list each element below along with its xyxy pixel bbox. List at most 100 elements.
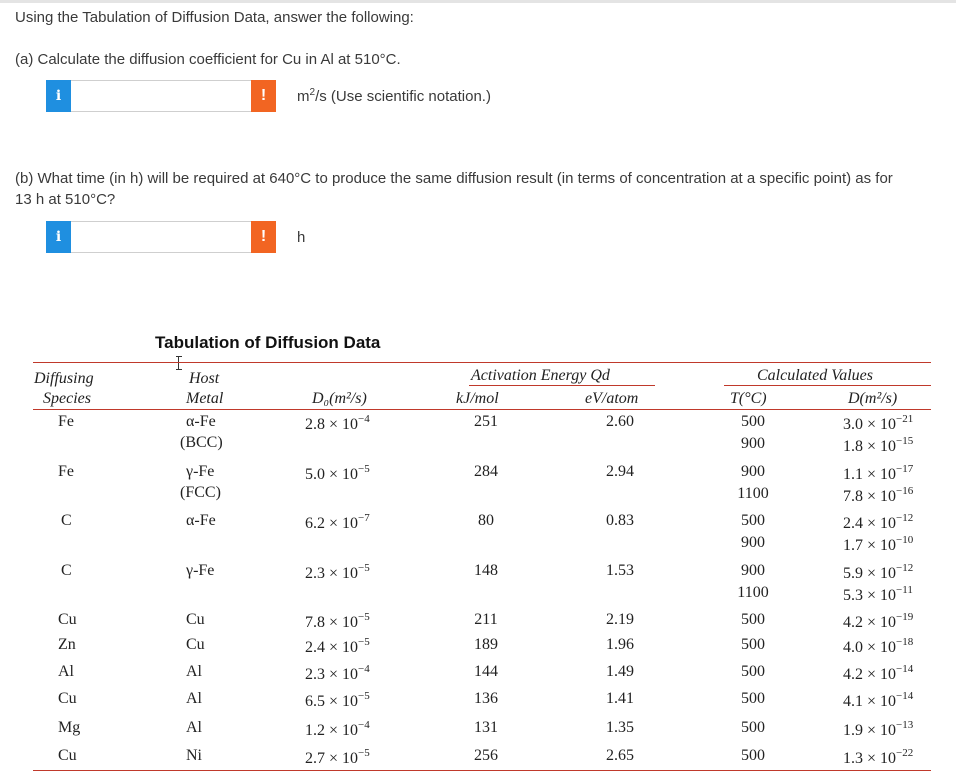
- cell-d0-exponent: −5: [358, 562, 370, 574]
- warning-icon[interactable]: !: [251, 221, 276, 253]
- info-icon[interactable]: i: [46, 221, 71, 253]
- cell-host: Ni: [186, 747, 202, 764]
- cell-temp: 500: [741, 719, 765, 736]
- cell-d: 1.9 × 10−13: [843, 719, 913, 740]
- answer-a-input[interactable]: [71, 80, 251, 112]
- cell-temp: 500: [741, 611, 765, 628]
- cell-d0-mantissa: 2.8 × 10: [305, 416, 359, 433]
- cell-d0-mantissa: 2.4 × 10: [305, 639, 359, 656]
- cell-d-mantissa: 5.3 × 10: [843, 587, 897, 604]
- cell-ev: 2.19: [606, 611, 634, 628]
- cell-d0-mantissa: 7.8 × 10: [305, 614, 359, 631]
- header-metal: Metal: [186, 390, 224, 407]
- cell-temp: 900: [741, 463, 765, 480]
- cell-ev: 2.65: [606, 747, 634, 764]
- cell-d-mantissa: 4.2 × 10: [843, 614, 897, 631]
- cell-d: 7.8 × 10−16: [843, 485, 913, 506]
- cell-d0-exponent: −4: [358, 663, 370, 675]
- cell-d0-exponent: −5: [358, 747, 370, 759]
- cell-d0-mantissa: 6.5 × 10: [305, 693, 359, 710]
- cell-d0-mantissa: 2.3 × 10: [305, 565, 359, 582]
- cell-d0: 2.3 × 10−4: [305, 663, 370, 684]
- cell-kj: 251: [474, 413, 498, 430]
- cell-species: C: [61, 512, 72, 529]
- cell-temp: 900: [741, 562, 765, 579]
- text-cursor-icon: [176, 356, 182, 370]
- cell-host: Al: [186, 719, 202, 736]
- cell-d-exponent: −19: [896, 611, 914, 623]
- cell-ev: 1.41: [606, 690, 634, 707]
- cell-host-structure: (BCC): [180, 434, 223, 451]
- cell-d0: 5.0 × 10−5: [305, 463, 370, 484]
- cell-host: γ-Fe: [186, 562, 215, 579]
- cell-d0: 7.8 × 10−5: [305, 611, 370, 632]
- cell-d: 4.2 × 10−19: [843, 611, 913, 632]
- cell-d0-exponent: −5: [358, 636, 370, 648]
- cell-d: 1.1 × 10−17: [843, 463, 913, 484]
- cell-d: 3.0 × 10−21: [843, 413, 913, 434]
- header-calc: Calculated Values: [757, 367, 873, 384]
- activation-subrule: [469, 385, 655, 386]
- cell-d: 1.7 × 10−10: [843, 534, 913, 555]
- cell-d0-mantissa: 2.3 × 10: [305, 666, 359, 683]
- cell-d0-exponent: −5: [358, 611, 370, 623]
- cell-d0-mantissa: 5.0 × 10: [305, 466, 359, 483]
- cell-d-exponent: −18: [896, 636, 914, 648]
- cell-kj: 136: [474, 690, 498, 707]
- cell-kj: 256: [474, 747, 498, 764]
- cell-kj: 148: [474, 562, 498, 579]
- cell-d-mantissa: 1.8 × 10: [843, 438, 897, 455]
- question-a: (a) Calculate the diffusion coefficient …: [15, 51, 401, 68]
- header-diffusing: Diffusing: [34, 370, 94, 387]
- cell-d-mantissa: 3.0 × 10: [843, 416, 897, 433]
- cell-d0: 2.3 × 10−5: [305, 562, 370, 583]
- cell-ev: 1.96: [606, 636, 634, 653]
- header-d0: D₀(m²/s): [312, 390, 367, 407]
- cell-species: Cu: [58, 611, 77, 628]
- cell-kj: 131: [474, 719, 498, 736]
- cell-d: 1.3 × 10−22: [843, 747, 913, 768]
- cell-d: 5.9 × 10−12: [843, 562, 913, 583]
- cell-temp: 900: [741, 435, 765, 452]
- cell-species: Fe: [58, 463, 74, 480]
- table-header-rule: [33, 409, 931, 410]
- cell-d0: 6.5 × 10−5: [305, 690, 370, 711]
- unit-a-pre: m: [297, 88, 310, 105]
- cell-species: Zn: [58, 636, 76, 653]
- cell-d0-mantissa: 2.7 × 10: [305, 750, 359, 767]
- cell-ev: 1.49: [606, 663, 634, 680]
- cell-d: 5.3 × 10−11: [843, 584, 913, 605]
- info-icon[interactable]: i: [46, 80, 71, 112]
- header-activation: Activation Energy Qd: [471, 367, 610, 384]
- cell-species: Cu: [58, 690, 77, 707]
- table-bottom-rule: [33, 770, 931, 771]
- answer-b-input[interactable]: [71, 221, 251, 253]
- cell-d-exponent: −13: [896, 719, 914, 731]
- header-temp: T(°C): [730, 390, 767, 407]
- cell-d-exponent: −12: [896, 562, 914, 574]
- top-border: [0, 0, 956, 3]
- cell-d: 4.1 × 10−14: [843, 690, 913, 711]
- cell-kj: 284: [474, 463, 498, 480]
- cell-temp: 500: [741, 663, 765, 680]
- cell-d0-exponent: −5: [358, 463, 370, 475]
- cell-d-exponent: −17: [896, 463, 914, 475]
- header-kj: kJ/mol: [456, 390, 499, 407]
- cell-species: C: [61, 562, 72, 579]
- cell-kj: 211: [474, 611, 498, 628]
- cell-species: Al: [58, 663, 74, 680]
- cell-d0-exponent: −7: [358, 512, 370, 524]
- cell-d0-mantissa: 6.2 × 10: [305, 515, 359, 532]
- header-ev: eV/atom: [585, 390, 639, 407]
- answer-b-unit: h: [297, 228, 306, 246]
- warning-icon[interactable]: !: [251, 80, 276, 112]
- cell-d-exponent: −14: [896, 663, 914, 675]
- header-host: Host: [189, 370, 220, 387]
- cell-d-mantissa: 1.9 × 10: [843, 722, 897, 739]
- unit-a-post: /s (Use scientific notation.): [315, 88, 491, 105]
- cell-d-mantissa: 7.8 × 10: [843, 488, 897, 505]
- cell-ev: 1.53: [606, 562, 634, 579]
- cell-temp: 1100: [737, 584, 769, 601]
- cell-d-mantissa: 2.4 × 10: [843, 515, 897, 532]
- cell-host: α-Fe: [186, 512, 216, 529]
